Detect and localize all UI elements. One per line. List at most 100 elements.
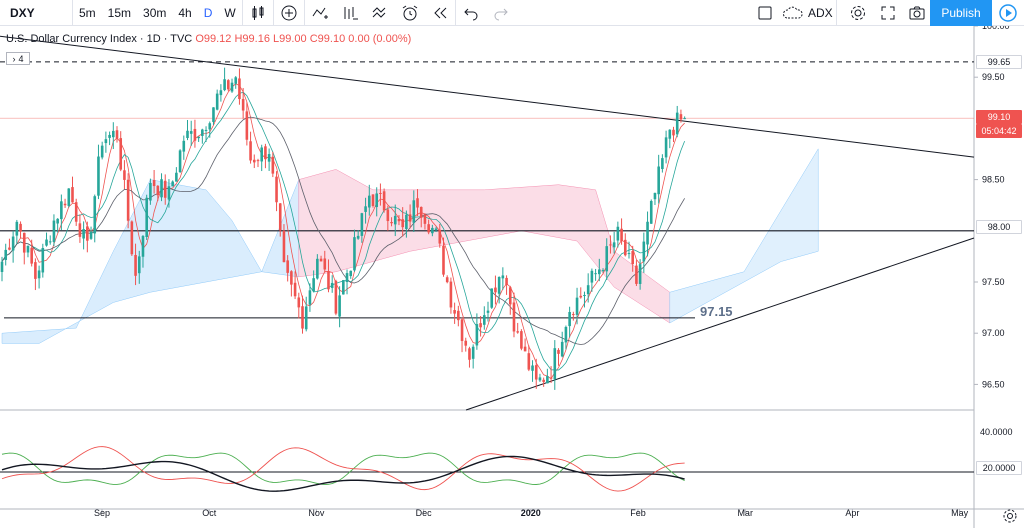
compare-symbol-button[interactable]: ADX <box>776 0 839 26</box>
candle-body <box>635 265 638 284</box>
moving-average-3 <box>1 116 685 345</box>
candle-body <box>48 241 52 243</box>
symbol-label: DXY <box>10 5 35 20</box>
price-tick-label: 96.50 <box>982 379 1005 389</box>
play-icon <box>999 4 1017 22</box>
redo-button[interactable] <box>486 0 516 26</box>
add-circle-icon <box>281 5 297 20</box>
symbol-search[interactable]: DXY <box>0 0 72 26</box>
settings-button[interactable] <box>843 0 873 26</box>
chart-canvas[interactable]: 100.00 99.50 98.50 97.50 97.00 96.50 40.0000 Se… <box>0 26 1024 528</box>
indicators-collapse-button[interactable]: › 4 <box>6 52 30 65</box>
candle-body <box>583 295 586 297</box>
candle-body <box>30 247 33 264</box>
chart-settings-button[interactable] <box>1000 506 1020 526</box>
candle-body <box>175 172 178 182</box>
candle-body <box>249 141 252 161</box>
candle-body <box>661 158 664 169</box>
candle-body <box>664 137 668 158</box>
interval-30m[interactable]: 30m <box>137 0 172 26</box>
layout-button[interactable] <box>750 0 780 26</box>
low-value: L99.00 <box>273 33 307 45</box>
candle-body <box>71 187 74 203</box>
interval-4h[interactable]: 4h <box>172 0 197 26</box>
chart-legend[interactable]: U.S. Dollar Currency Index · 1D · TVC O9… <box>6 33 411 45</box>
candle-body <box>542 379 545 382</box>
candle-body <box>471 346 475 359</box>
alert-button[interactable] <box>395 0 425 26</box>
templates-button[interactable] <box>335 0 365 26</box>
candle-body <box>479 323 482 328</box>
candle-body <box>390 222 393 224</box>
candle-body <box>0 261 4 272</box>
candle-body <box>349 270 353 277</box>
candle-body <box>108 134 111 138</box>
lower-trendline <box>465 237 975 411</box>
interval-5m[interactable]: 5m <box>73 0 102 26</box>
change-value: 0.00 (0.00%) <box>348 33 412 45</box>
adx-level-label: 20.0000 <box>976 461 1022 475</box>
separator <box>836 0 837 26</box>
candle-body <box>115 130 119 139</box>
adx-line <box>1 455 685 492</box>
candle-body <box>267 154 271 162</box>
candle-body <box>152 180 156 187</box>
candle-body <box>126 179 130 221</box>
interval-d[interactable]: D <box>198 0 219 26</box>
candle-body <box>520 331 523 349</box>
candle-body <box>271 156 275 174</box>
candle-body <box>379 192 382 194</box>
candle-body <box>397 218 401 222</box>
compare-button[interactable] <box>274 0 304 26</box>
publish-button[interactable]: Publish <box>930 0 992 26</box>
candle-body <box>419 206 423 218</box>
candle-body <box>156 185 160 196</box>
candle-body <box>564 326 568 343</box>
minus-di-line <box>1 446 685 492</box>
candle-body <box>353 237 356 271</box>
price-tick-label: 100.00 <box>982 26 1010 31</box>
candle-body <box>34 262 37 279</box>
play-button[interactable] <box>992 0 1024 26</box>
drawings-icon <box>372 6 386 18</box>
candle-body <box>553 348 557 380</box>
gear-icon <box>851 5 865 20</box>
indicators-button[interactable] <box>305 0 335 26</box>
interval-15m[interactable]: 15m <box>102 0 137 26</box>
last-price-label: 99.10 <box>976 110 1022 124</box>
candle-body <box>672 129 675 136</box>
candle-body <box>453 310 456 314</box>
candle-body <box>505 277 508 286</box>
replay-button[interactable] <box>425 0 455 26</box>
candle-body <box>119 138 123 170</box>
candle-body <box>468 348 471 360</box>
snapshot-button[interactable] <box>902 0 932 26</box>
candle-body <box>560 341 564 357</box>
candle-body <box>260 147 263 162</box>
grid <box>0 26 1024 528</box>
candle-body <box>208 123 212 130</box>
candle-body <box>41 248 45 273</box>
candle-body <box>631 251 634 265</box>
separator <box>241 0 243 26</box>
candle-body <box>405 214 408 229</box>
candle-body <box>78 223 82 237</box>
candle-body <box>460 319 464 341</box>
symbol-description: U.S. Dollar Currency Index · 1D · TVC <box>6 33 193 45</box>
drawings-button[interactable] <box>365 0 395 26</box>
candle-body <box>316 258 319 279</box>
candle-body <box>538 377 542 381</box>
interval-w[interactable]: W <box>218 0 241 26</box>
candle-body <box>375 193 379 208</box>
candle-body <box>160 179 163 198</box>
candle-body <box>371 194 375 206</box>
time-tick-label: Nov <box>308 508 325 518</box>
candle-body <box>497 277 501 294</box>
fullscreen-button[interactable] <box>873 0 903 26</box>
candle-body <box>323 258 327 270</box>
candle-body <box>594 273 597 275</box>
gear-icon <box>1003 509 1017 523</box>
support-level-label: 98.00 <box>976 220 1022 234</box>
undo-button[interactable] <box>456 0 486 26</box>
candles-style-button[interactable] <box>243 0 273 26</box>
